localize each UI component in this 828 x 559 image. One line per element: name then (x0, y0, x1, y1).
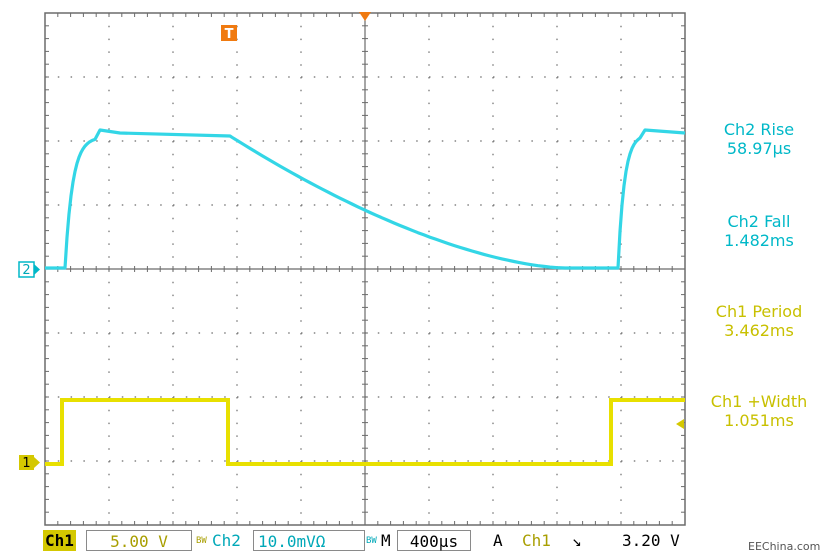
measurement-ch1-width: Ch1 +Width 1.051ms (690, 392, 828, 430)
ch1-vertical-scale: 5.00 V (86, 530, 192, 551)
timebase-value: 400µs (397, 530, 471, 551)
ch2-bandwidth-limit-icon: BW (366, 536, 377, 546)
ch2-ground-marker: 2 (18, 261, 40, 278)
ch1-bandwidth-limit-icon: BW (196, 536, 207, 546)
measurement-label: Ch2 Fall (727, 212, 791, 231)
trigger-marker-label: T (225, 27, 234, 42)
measurement-ch1-period: Ch1 Period 3.462ms (690, 302, 828, 340)
measurement-label: Ch2 Rise (723, 120, 795, 139)
trigger-level-marker (676, 419, 684, 429)
ch1-waveform (45, 398, 685, 466)
timebase-label: M (381, 531, 391, 550)
ch1-marker-label: 1 (22, 456, 30, 471)
measurement-label: Ch1 +Width (710, 392, 808, 411)
ch1-label: Ch1 (43, 530, 76, 551)
oscilloscope-display: 2 1 T (18, 12, 686, 526)
trigger-source: Ch1 (522, 531, 551, 550)
ch2-waveform (45, 128, 686, 270)
measurement-value: 1.051ms (724, 411, 794, 430)
ch2-vertical-scale: 10.0mVΩ (253, 530, 365, 551)
measurement-value: 3.462ms (724, 321, 794, 340)
measurement-label: Ch1 Period (715, 302, 803, 321)
measurement-ch2-rise: Ch2 Rise 58.97µs (690, 120, 828, 158)
acquisition-mode: A (493, 531, 503, 550)
trigger-slope-icon: ↘ (572, 531, 582, 550)
status-bar: Ch1 5.00 V BW Ch2 10.0mVΩ BW M 400µs A C… (0, 529, 828, 553)
measurement-value: 1.482ms (724, 231, 794, 250)
trigger-level: 3.20 V (622, 531, 680, 550)
trigger-position-marker: T (221, 25, 237, 42)
horizontal-position-marker (359, 12, 371, 21)
ch2-marker-label: 2 (22, 263, 30, 278)
measurement-ch2-fall: Ch2 Fall 1.482ms (690, 212, 828, 250)
ch1-ground-marker: 1 (19, 455, 40, 471)
ch2-label: Ch2 (212, 531, 241, 550)
measurement-value: 58.97µs (726, 139, 792, 158)
watermark: EEChina.com (748, 540, 821, 553)
